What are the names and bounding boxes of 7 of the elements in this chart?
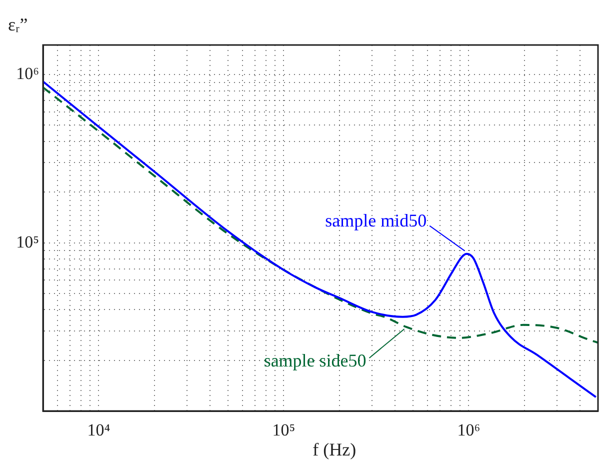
x-tick-label: 10⁴ [87,420,110,440]
y-axis-title: εᵣ” [8,14,28,35]
x-tick-label: 10⁶ [457,420,480,440]
text: sample side50 [264,350,366,371]
text: sample mid50 [325,210,427,231]
x-tick-label: 10⁵ [272,420,296,440]
x-axis-title: f (Hz) [312,440,356,460]
